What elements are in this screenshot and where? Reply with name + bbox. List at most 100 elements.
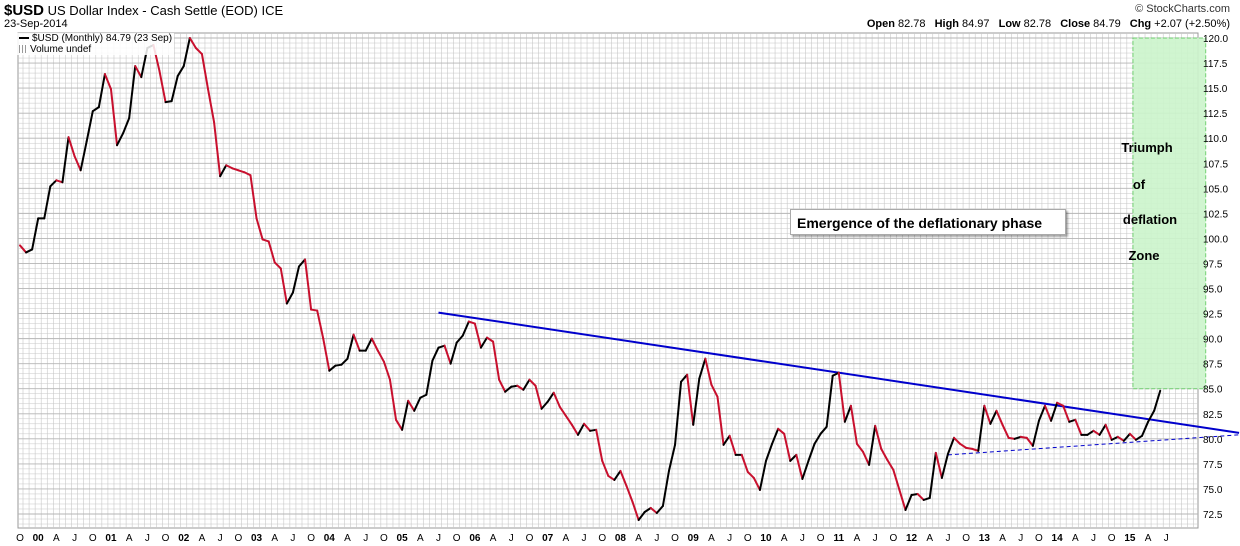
price-segment (467, 320, 476, 325)
x-tick-label: J (1018, 533, 1023, 544)
chg-label: Chg (1129, 18, 1152, 30)
x-tick-label: O (89, 533, 97, 544)
price-segment (1050, 401, 1059, 422)
x-tick-label: 12 (906, 533, 918, 544)
close-value: 84.79 (1093, 18, 1121, 30)
chart-legend: $USD (Monthly) 84.79 (23 Sep) Volume und… (17, 33, 175, 55)
price-segment (128, 65, 137, 120)
price-segment (31, 217, 40, 251)
chg-value: +2.07 (+2.50%) (1154, 18, 1230, 30)
price-segment (1098, 423, 1107, 436)
price-segment (310, 308, 319, 312)
price-segment (583, 422, 592, 432)
y-tick-label: 92.5 (1203, 310, 1223, 321)
price-segment (1068, 418, 1077, 423)
price-segment (546, 391, 555, 403)
x-tick-label: O (526, 533, 534, 544)
price-segment (122, 117, 131, 135)
price-segment (874, 424, 883, 450)
price-segment (1007, 436, 1016, 440)
price-segment (1043, 404, 1053, 422)
x-tick-label: 02 (178, 533, 190, 544)
price-segment (352, 333, 361, 352)
price-segment (965, 446, 974, 450)
price-segment (1147, 409, 1156, 423)
price-segment (504, 385, 513, 393)
price-segment (261, 238, 270, 243)
x-tick-label: A (781, 533, 788, 544)
price-segment (443, 344, 452, 365)
price-segment (862, 450, 871, 466)
price-segment (510, 384, 519, 388)
x-tick-label: J (873, 533, 878, 544)
price-segment (601, 459, 610, 477)
price-segment (479, 336, 489, 349)
price-segment (595, 428, 604, 462)
price-segment (316, 309, 325, 340)
price-segment (364, 337, 373, 352)
price-segment (340, 357, 349, 366)
price-segment (789, 453, 798, 462)
price-segment (182, 37, 191, 68)
price-segment (25, 248, 34, 254)
price-segment (910, 492, 919, 496)
price-segment (285, 291, 294, 305)
price-segment (1062, 404, 1071, 423)
x-tick-label: O (234, 533, 242, 544)
y-tick-label: 117.5 (1203, 59, 1228, 70)
price-segment (43, 185, 52, 220)
price-segment (103, 73, 112, 91)
y-tick-label: 107.5 (1203, 159, 1228, 170)
price-segment (346, 333, 355, 360)
exchange: ICE (261, 3, 284, 18)
price-segment (370, 337, 379, 352)
zone-label-line-4: Zone (1128, 248, 1160, 263)
price-segment (946, 436, 956, 455)
price-segment (19, 244, 28, 254)
y-tick-label: 120.0 (1203, 34, 1228, 45)
price-segment (940, 452, 949, 479)
price-segment (1122, 432, 1131, 442)
high-label: High (934, 18, 960, 30)
price-segment (249, 174, 258, 220)
x-tick-label: O (453, 533, 461, 544)
close-label: Close (1060, 18, 1091, 30)
price-segment (576, 422, 586, 436)
y-tick-label: 115.0 (1203, 84, 1228, 95)
price-segment (953, 436, 962, 445)
price-segment (231, 167, 240, 172)
x-tick-label: J (145, 533, 150, 544)
x-tick-label: 04 (324, 533, 336, 544)
y-tick-label: 100.0 (1203, 234, 1228, 245)
price-segment (382, 360, 391, 381)
y-tick-label: 80.0 (1203, 435, 1223, 446)
ohlc-readout: Open 82.78 High 84.97 Low 82.78 Close 84.79 … (861, 18, 1230, 30)
price-segment (1031, 419, 1040, 447)
price-segment (989, 409, 998, 425)
x-tick-label: 13 (979, 533, 991, 544)
low-value: 82.78 (1023, 18, 1052, 30)
price-segment (977, 404, 986, 452)
price-segment (164, 100, 173, 104)
price-segment (971, 447, 980, 452)
y-tick-label: 87.5 (1203, 360, 1223, 371)
y-tick-label: 95.0 (1203, 285, 1223, 296)
chart-header: $USD US Dollar Index - Cash Settle (EOD)… (0, 0, 1240, 36)
price-segment (746, 470, 755, 479)
price-segment (916, 492, 925, 501)
price-segment (540, 400, 549, 410)
x-tick-label: O (744, 533, 752, 544)
x-tick-label: A (708, 533, 715, 544)
price-segment (413, 396, 422, 412)
price-segment (437, 344, 446, 349)
price-segment (783, 432, 792, 462)
price-segment (213, 121, 222, 178)
price-segment (1128, 432, 1137, 441)
x-tick-label: 07 (542, 533, 554, 544)
x-tick-label: A (1072, 533, 1079, 544)
legend-series: $USD (Monthly) 84.79 (23 Sep) (19, 33, 172, 44)
price-segment (892, 468, 901, 491)
price-segment (170, 75, 179, 103)
price-segment (291, 265, 300, 294)
price-segment (631, 500, 640, 522)
